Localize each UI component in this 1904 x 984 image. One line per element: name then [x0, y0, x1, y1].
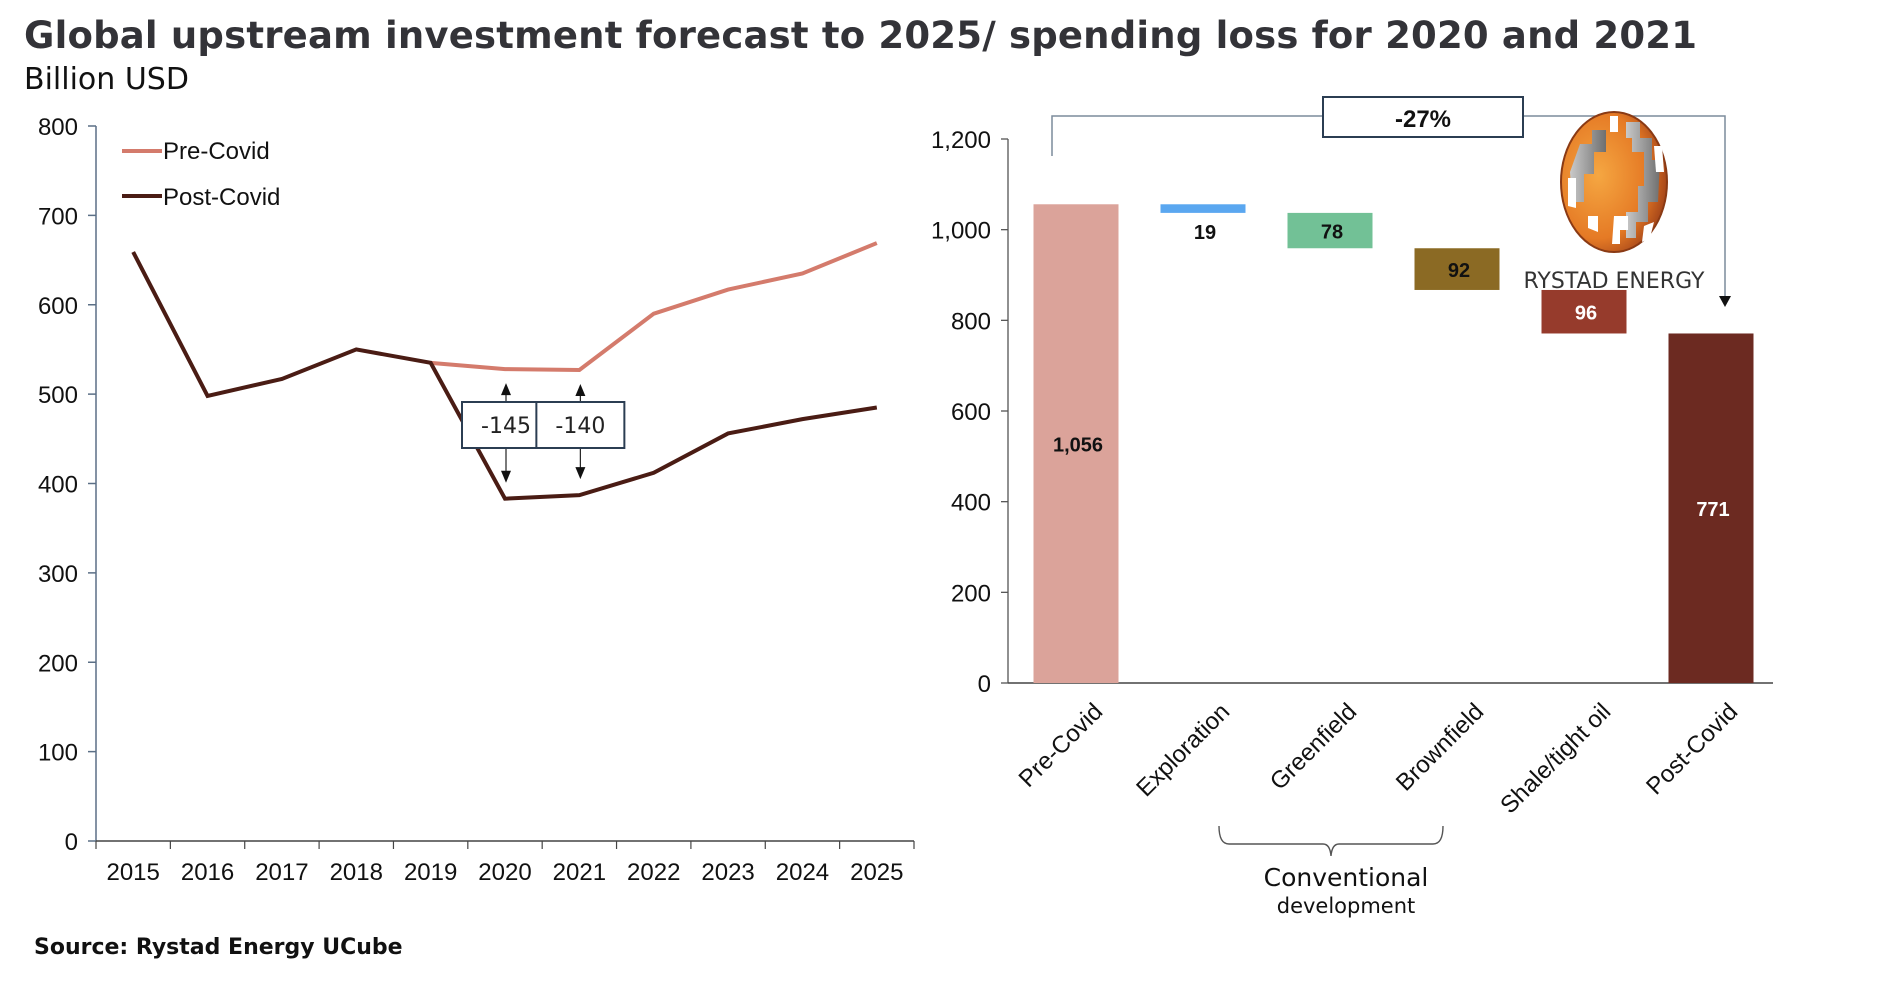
bracket-label-line2: development: [1277, 894, 1416, 918]
change-box: [1322, 96, 1524, 138]
source-note: Source: Rystad Energy UCube: [34, 935, 403, 960]
waterfall-y-tick-label: 200: [951, 580, 991, 607]
category-label: Brownfield: [1391, 698, 1489, 796]
waterfall-x-axis: Pre-Covid Exploration Greenfield Brownfield…: [1014, 698, 1744, 819]
gap-box: [461, 401, 551, 449]
line-x-tick-label: 2018: [330, 859, 383, 886]
category-label: Exploration: [1131, 698, 1235, 802]
line-x-tick-label: 2016: [181, 859, 234, 886]
line-y-axis: 0 100 200 300 400 500 600 700 800: [38, 114, 97, 856]
line-y-tick-label: 600: [38, 293, 78, 320]
arrow-up-icon: [575, 383, 586, 396]
line-legend: Pre-Covid Post-Covid: [122, 138, 280, 211]
line-x-axis: 2015 2016 2017 2018 2019 2020 2021 2022 2023 2024…: [95, 840, 915, 886]
waterfall-y-tick-label: 1,200: [931, 127, 991, 154]
conventional-development-bracket: Conventional development: [1218, 825, 1444, 918]
line-x-tick-label: 2024: [776, 859, 829, 886]
line-series-group: [131, 241, 878, 501]
line-y-tick-label: 700: [38, 203, 78, 230]
bar-value-label: 771: [1696, 499, 1729, 521]
line-x-tick-label: 2019: [404, 859, 457, 886]
legend-label-pre-covid: Pre-Covid: [163, 138, 270, 165]
bar-value-label: 78: [1321, 222, 1343, 244]
series-line-pre-covid: [430, 241, 878, 373]
category-label: Post-Covid: [1641, 698, 1743, 800]
line-x-tick-label: 2020: [478, 859, 531, 886]
change-annotation: -27%: [1051, 96, 1731, 307]
arrow-down-icon: [501, 470, 511, 483]
line-y-tick-label: 300: [38, 561, 78, 588]
bar-value-label: 92: [1448, 260, 1470, 282]
line-x-tick-label: 2021: [553, 859, 606, 886]
gap-annotations: -145 -140: [461, 383, 626, 483]
gap-box: [535, 401, 626, 449]
line-x-tick-label: 2017: [255, 859, 308, 886]
bar-value-label: 96: [1575, 303, 1597, 325]
line-y-tick-label: 100: [38, 740, 78, 767]
waterfall-y-tick-label: 400: [951, 490, 991, 517]
gap-label: -145: [481, 414, 531, 439]
globe-logo-icon: [1560, 111, 1668, 253]
waterfall-y-tick-label: 0: [978, 671, 991, 698]
category-label: Shale/tight oil: [1495, 698, 1616, 819]
bracket-label-line1: Conventional: [1264, 863, 1429, 892]
line-y-tick-label: 500: [38, 382, 78, 409]
bar-brownfield: [1414, 248, 1500, 290]
legend-label-post-covid: Post-Covid: [163, 184, 280, 211]
line-x-tick-label: 2015: [106, 859, 159, 886]
waterfall-y-tick-label: 600: [951, 399, 991, 426]
line-x-tick-label: 2022: [627, 859, 680, 886]
bar-exploration: [1160, 204, 1246, 213]
page-title: Global upstream investment forecast to 2…: [24, 14, 1698, 57]
bar-pre-covid: [1033, 204, 1119, 683]
line-y-tick-label: 400: [38, 472, 78, 499]
line-y-tick-label: 0: [65, 829, 78, 856]
rystad-energy-logo: RYSTAD ENERGY: [1524, 111, 1705, 294]
bar-post-covid: [1668, 333, 1754, 683]
change-percent-label: -27%: [1395, 106, 1451, 133]
bracket-shape: [1218, 825, 1444, 857]
series-line-post-covid: [131, 251, 878, 501]
category-label: Pre-Covid: [1014, 698, 1109, 793]
unit-subtitle: Billion USD: [24, 62, 189, 97]
bar-shale-tight-oil: [1541, 289, 1627, 334]
arrow-down-icon: [575, 467, 586, 480]
line-y-tick-label: 200: [38, 650, 78, 677]
bar-value-label: 1,056: [1053, 435, 1103, 457]
gap-label: -140: [555, 414, 605, 439]
bar-value-label: 19: [1194, 222, 1216, 244]
line-x-tick-label: 2025: [850, 859, 903, 886]
category-label: Greenfield: [1265, 698, 1362, 795]
waterfall-y-tick-label: 1,000: [931, 218, 991, 245]
waterfall-y-axis: 0 200 400 600 800 1,000 1,200: [931, 127, 1773, 698]
change-arrowhead-icon: [1719, 296, 1731, 307]
waterfall-y-tick-label: 800: [951, 308, 991, 335]
waterfall-bars: 1,056 19 78 92 96 771: [1033, 204, 1754, 683]
line-x-tick-label: 2023: [701, 859, 754, 886]
arrow-up-icon: [501, 383, 511, 396]
logo-text: RYSTAD ENERGY: [1524, 269, 1705, 294]
bar-greenfield: [1287, 212, 1373, 249]
line-y-tick-label: 800: [38, 114, 78, 141]
